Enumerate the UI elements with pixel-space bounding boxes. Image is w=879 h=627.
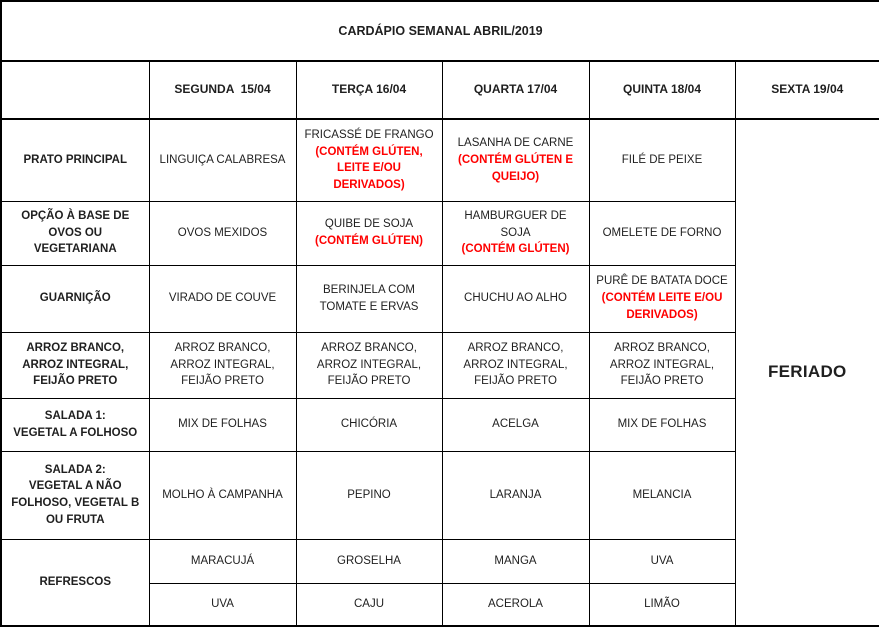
dish-name: FILÉ DE PEIXE xyxy=(621,153,703,166)
dish-name: ARROZ BRANCO, ARROZ INTEGRAL, FEIJÃO PRE… xyxy=(463,341,568,388)
dish-name: HAMBURGUER DE SOJA xyxy=(464,209,567,239)
menu-cell: PEPINO xyxy=(295,450,443,540)
allergen-note: (CONTÉM GLÚTEN, LEITE E/OU DERIVADOS) xyxy=(315,145,423,191)
menu-cell: HAMBURGUER DE SOJA (CONTÉM GLÚTEN) xyxy=(441,200,590,266)
dish-name: MIX DE FOLHAS xyxy=(617,418,707,431)
menu-cell: ACEROLA xyxy=(441,582,590,627)
dish-name: CHICÓRIA xyxy=(340,418,398,431)
menu-cell: ARROZ BRANCO, ARROZ INTEGRAL, FEIJÃO PRE… xyxy=(441,331,590,399)
dish-name: CAJU xyxy=(353,597,385,610)
menu-cell: OMELETE DE FORNO xyxy=(588,200,736,266)
row-label-prato-principal: PRATO PRINCIPAL xyxy=(0,118,150,202)
row-label-guarnicao: GUARNIÇÃO xyxy=(0,264,150,333)
menu-cell: FRICASSÉ DE FRANGO (CONTÉM GLÚTEN, LEITE … xyxy=(295,118,443,202)
dish-name: MANGA xyxy=(494,554,537,567)
dish-name: LIMÃO xyxy=(644,597,680,610)
menu-cell: LIMÃO xyxy=(588,582,736,627)
menu-cell: LINGUIÇA CALABRESA xyxy=(148,118,297,202)
dish-name: PEPINO xyxy=(347,488,391,501)
menu-cell: LARANJA xyxy=(441,450,590,540)
day-header-sexta: SEXTA 19/04 xyxy=(734,60,879,120)
allergen-note: (CONTÉM GLÚTEN) xyxy=(461,243,570,256)
holiday-cell: FERIADO xyxy=(734,118,879,627)
menu-cell: MOLHO À CAMPANHA xyxy=(148,450,297,540)
dish-name: ARROZ BRANCO, ARROZ INTEGRAL, FEIJÃO PRE… xyxy=(316,341,422,388)
row-label-refrescos: REFRESCOS xyxy=(0,538,150,627)
row-label-salada-2: SALADA 2: VEGETAL A NÃO FOLHOSO, VEGETAL… xyxy=(0,450,150,540)
day-header-quinta: QUINTA 18/04 xyxy=(588,60,736,120)
dish-name: OVOS MEXIDOS xyxy=(177,226,268,239)
dish-name: ARROZ BRANCO, ARROZ INTEGRAL, FEIJÃO PRE… xyxy=(609,341,715,388)
menu-cell: UVA xyxy=(588,538,736,584)
menu-cell: ARROZ BRANCO, ARROZ INTEGRAL, FEIJÃO PRE… xyxy=(148,331,297,399)
allergen-note: (CONTÉM GLÚTEN E QUEIJO) xyxy=(458,153,573,183)
day-header-terca: TERÇA 16/04 xyxy=(295,60,443,120)
menu-cell: CHICÓRIA xyxy=(295,397,443,452)
menu-cell: VIRADO DE COUVE xyxy=(148,264,297,333)
menu-cell: FILÉ DE PEIXE xyxy=(588,118,736,202)
menu-cell: MELANCIA xyxy=(588,450,736,540)
dish-name: VIRADO DE COUVE xyxy=(168,292,277,305)
dish-name: ACEROLA xyxy=(488,597,543,610)
row-label-arroz-feijao: ARROZ BRANCO, ARROZ INTEGRAL, FEIJÃO PRE… xyxy=(0,331,150,399)
allergen-note: (CONTÉM GLÚTEN) xyxy=(315,235,423,247)
menu-cell: PURÊ DE BATATA DOCE (CONTÉM LEITE E/OU DE… xyxy=(588,264,736,333)
dish-name: MOLHO À CAMPANHA xyxy=(162,488,283,501)
dish-name: BERINJELA COM TOMATE E ERVAS xyxy=(319,283,419,313)
dish-name: CHUCHU AO ALHO xyxy=(464,292,567,305)
dish-name: ARROZ BRANCO, ARROZ INTEGRAL, FEIJÃO PRE… xyxy=(170,341,275,388)
row-label-opcao-vegetariana: OPÇÃO À BASE DE OVOS OU VEGETARIANA xyxy=(0,200,150,266)
day-header-quarta: QUARTA 17/04 xyxy=(441,60,590,120)
menu-cell: UVA xyxy=(148,582,297,627)
dish-name: LINGUIÇA CALABRESA xyxy=(159,153,286,166)
menu-cell: CAJU xyxy=(295,582,443,627)
dish-name: MELANCIA xyxy=(632,488,692,501)
header-empty-cell xyxy=(0,60,150,120)
dish-name: LASANHA DE CARNE xyxy=(457,137,574,150)
menu-cell: GROSELHA xyxy=(295,538,443,584)
dish-name: UVA xyxy=(211,597,234,610)
allergen-note: (CONTÉM LEITE E/OU DERIVADOS) xyxy=(601,292,723,321)
dish-name: GROSELHA xyxy=(337,554,401,567)
dish-name: QUIBE DE SOJA xyxy=(324,218,414,231)
dish-name: MARACUJÁ xyxy=(190,554,255,567)
menu-cell: MANGA xyxy=(441,538,590,584)
menu-cell: CHUCHU AO ALHO xyxy=(441,264,590,333)
dish-name: LARANJA xyxy=(489,488,542,501)
menu-cell: MIX DE FOLHAS xyxy=(588,397,736,452)
table-title: CARDÁPIO SEMANAL ABRIL/2019 xyxy=(0,0,879,62)
menu-cell: OVOS MEXIDOS xyxy=(148,200,297,266)
menu-cell: ACELGA xyxy=(441,397,590,452)
dish-name: OMELETE DE FORNO xyxy=(602,226,722,239)
menu-cell: ARROZ BRANCO, ARROZ INTEGRAL, FEIJÃO PRE… xyxy=(295,331,443,399)
menu-cell: BERINJELA COM TOMATE E ERVAS xyxy=(295,264,443,333)
dish-name: UVA xyxy=(650,554,674,567)
menu-cell: ARROZ BRANCO, ARROZ INTEGRAL, FEIJÃO PRE… xyxy=(588,331,736,399)
dish-name: ACELGA xyxy=(492,418,539,431)
day-header-segunda: SEGUNDA 15/04 xyxy=(148,60,297,120)
menu-cell: MARACUJÁ xyxy=(148,538,297,584)
menu-cell: QUIBE DE SOJA (CONTÉM GLÚTEN) xyxy=(295,200,443,266)
menu-cell: MIX DE FOLHAS xyxy=(148,397,297,452)
dish-name: FRICASSÉ DE FRANGO xyxy=(304,128,434,141)
row-label-salada-1: SALADA 1: VEGETAL A FOLHOSO xyxy=(0,397,150,452)
dish-name: PURÊ DE BATATA DOCE xyxy=(596,275,728,288)
dish-name: MIX DE FOLHAS xyxy=(178,418,267,431)
menu-cell: LASANHA DE CARNE (CONTÉM GLÚTEN E QUEIJO) xyxy=(441,118,590,202)
